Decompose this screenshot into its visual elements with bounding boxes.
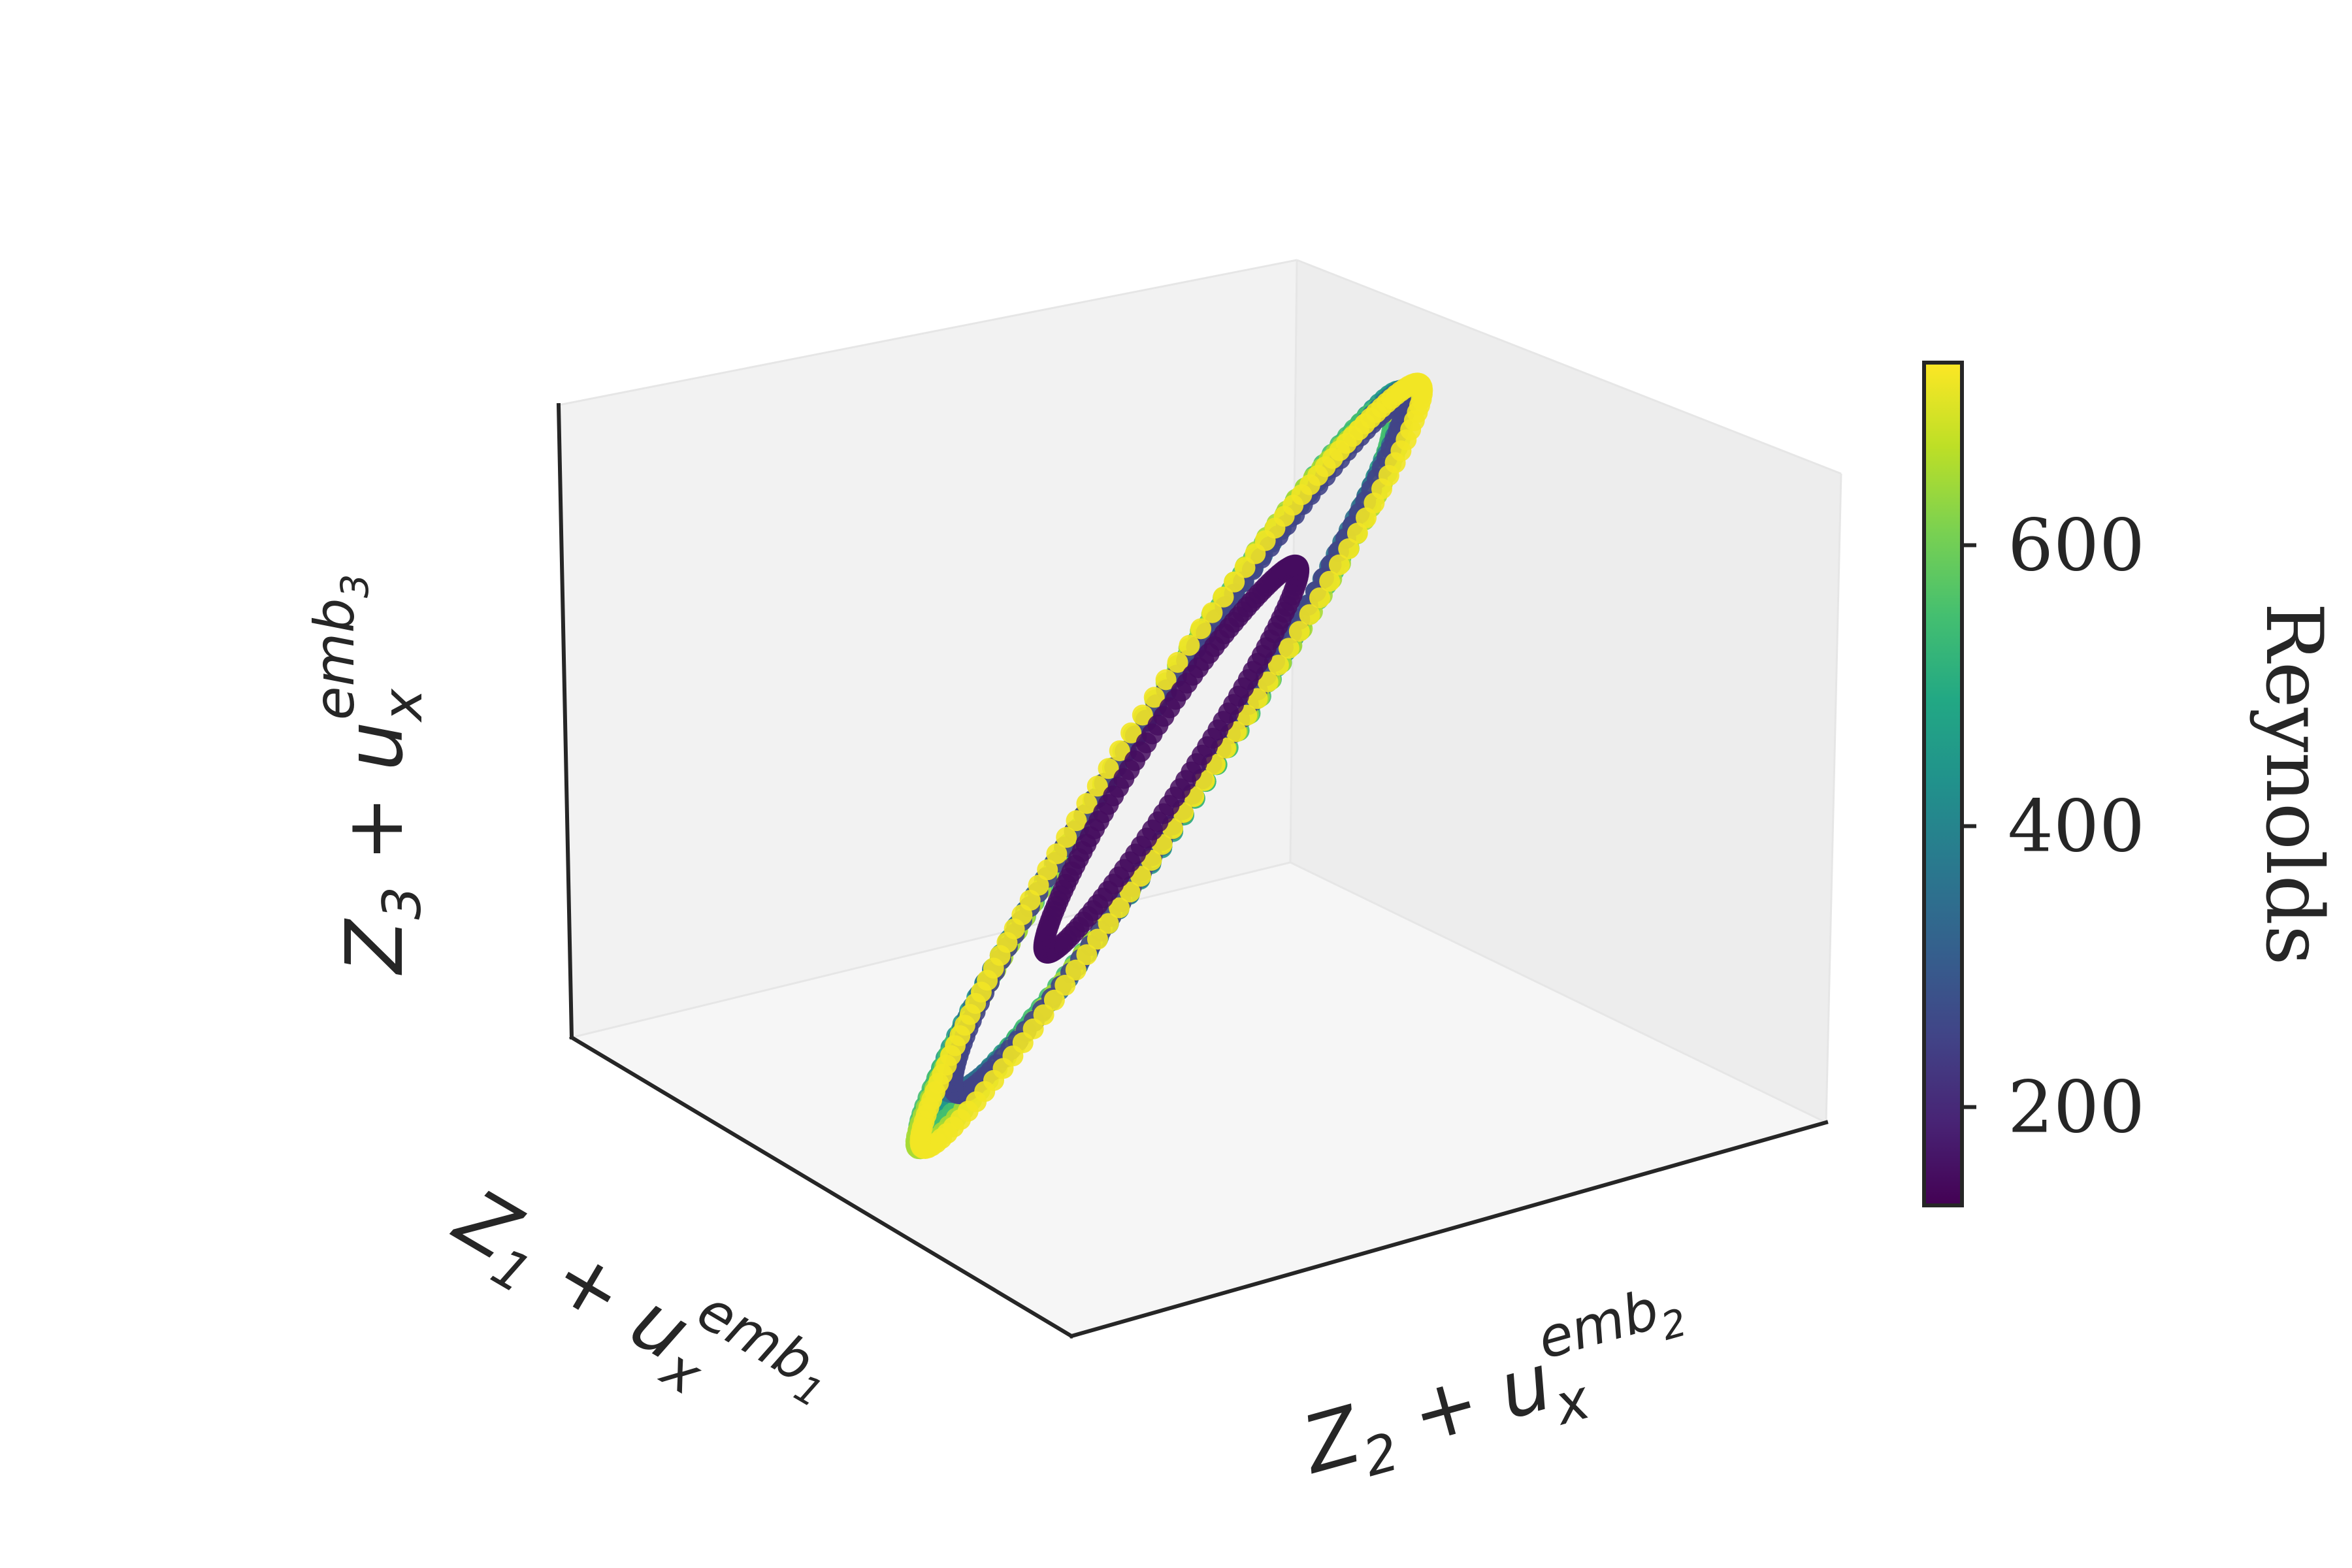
colorbar-ticks: 200 400 600: [1962, 504, 2145, 1149]
scatter-point: [1288, 621, 1310, 642]
y-axis-label: Z2 + uxemb2: [1284, 1271, 1707, 1505]
scatter-point: [1119, 881, 1141, 903]
colorbar-tick-label: 200: [2008, 1066, 2145, 1149]
colorbar: 200 400 600 Reynolds: [1922, 361, 2339, 1207]
back-right-pane: [1290, 260, 1841, 1122]
scatter-point: [1054, 975, 1076, 996]
colorbar-title: Reynolds: [2248, 602, 2339, 965]
scatter-point: [1109, 897, 1130, 919]
x-axis-label: Z1 + uxemb1: [433, 1149, 845, 1466]
floor-pane: [572, 862, 1826, 1336]
scatter-point: [1056, 826, 1077, 848]
scatter-point: [1087, 928, 1108, 950]
colorbar-tick-label: 600: [2008, 504, 2145, 587]
scatter-point: [1098, 913, 1119, 934]
scatter-point: [1037, 859, 1058, 881]
scatter-point: [1224, 571, 1245, 593]
scatter-point: [1132, 704, 1153, 726]
scatter-point: [1356, 507, 1377, 529]
z-axis-label: Z3 + uxemb3: [302, 574, 434, 975]
scatter-point: [1109, 740, 1130, 762]
scatter-point: [1190, 618, 1211, 640]
scatter-point: [1143, 687, 1165, 708]
scatter-point: [1282, 555, 1304, 576]
scatter-point: [1299, 604, 1320, 625]
scatter-point: [1066, 810, 1087, 832]
colorbar-gradient: [1922, 361, 1964, 1207]
scatter-point: [1028, 875, 1049, 896]
scatter-point: [1398, 376, 1419, 397]
scatter-point: [1120, 722, 1142, 743]
scatter-point: [1167, 651, 1188, 673]
scatter-point: [1319, 570, 1341, 592]
scatter-point: [1278, 638, 1299, 659]
scatter-point: [1257, 671, 1279, 693]
back-left-pane: [559, 260, 1297, 1037]
scatter-point: [1213, 586, 1234, 608]
z-axis-line: [556, 402, 574, 1040]
axis-lines: [556, 402, 1829, 1339]
colorbar-tick-label: 400: [2008, 785, 2145, 868]
scatter-point: [1065, 959, 1086, 981]
scatter-point: [1043, 989, 1065, 1011]
scatter-point: [1076, 944, 1098, 966]
scatter-point: [1338, 538, 1360, 559]
y-axis-line: [1069, 1120, 1829, 1339]
scatter-point: [1130, 866, 1151, 887]
x-axis-line: [568, 1034, 1075, 1339]
scatter-point: [1347, 523, 1368, 544]
pane-edges: [558, 259, 1842, 1124]
scatter-point: [1309, 587, 1330, 609]
scatter-point: [1267, 655, 1289, 676]
scatter-point: [1179, 634, 1200, 656]
scatter-point: [1201, 602, 1223, 623]
scatter-point: [1086, 776, 1108, 797]
scatter-point: [1328, 554, 1350, 576]
scatter-point: [1076, 792, 1098, 814]
scatter-point: [1098, 758, 1119, 779]
scatter-point: [1046, 843, 1068, 864]
scatter-point: [1155, 669, 1177, 691]
scatter-layer: [905, 372, 1433, 1160]
